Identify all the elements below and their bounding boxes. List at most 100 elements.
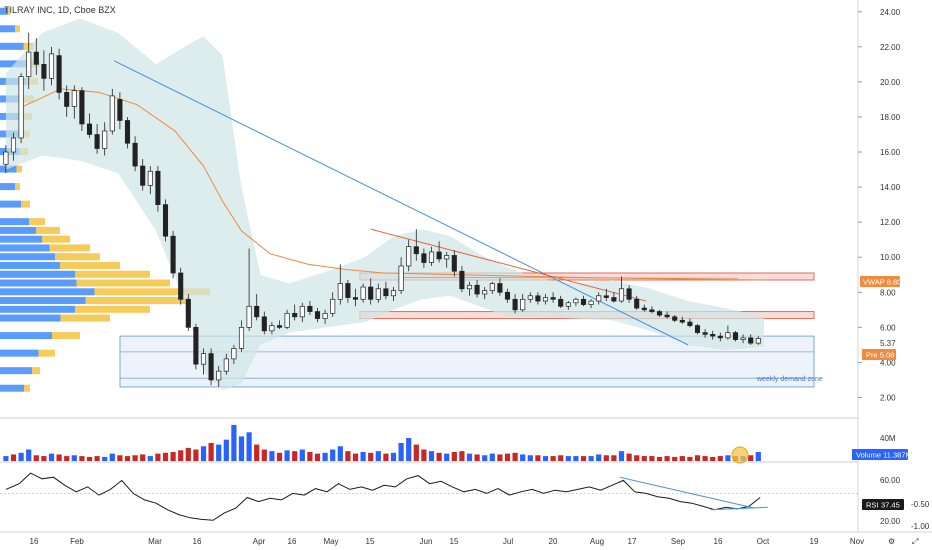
candle-down xyxy=(732,332,739,340)
candle-up xyxy=(109,95,115,132)
profile-bar-yellow xyxy=(36,226,60,234)
volume-tag-text: Volume 11.387M xyxy=(856,451,912,460)
profile-bar-blue xyxy=(0,218,30,226)
candle-up xyxy=(337,283,343,300)
candle-up xyxy=(200,353,207,365)
candle-up xyxy=(527,295,533,300)
volume-bar xyxy=(117,455,123,461)
volume-bar xyxy=(284,450,290,461)
candle-up xyxy=(3,151,9,165)
candle-down xyxy=(254,305,260,318)
volume-bar xyxy=(428,451,435,461)
premarket-tag: Pre 5.08 xyxy=(862,349,896,360)
price-tick-label: 24.00 xyxy=(880,8,901,17)
chart-title: TILRAY INC, 1D, Cboe BZX xyxy=(4,5,116,15)
candle-up xyxy=(223,358,229,372)
candle-down xyxy=(656,311,663,316)
candle-up xyxy=(102,130,108,149)
rsi-divergence-line xyxy=(619,476,755,509)
time-axis-label: Sep xyxy=(671,537,686,546)
candle-up xyxy=(246,305,252,328)
volume-bar xyxy=(466,453,473,461)
profile-bar-blue xyxy=(0,314,61,322)
volume-bar xyxy=(634,455,640,461)
profile-bar-blue xyxy=(0,305,75,313)
candle-down xyxy=(352,297,359,300)
volume-bar xyxy=(368,452,374,461)
volume-bar xyxy=(535,455,541,461)
candle-down xyxy=(687,321,693,326)
volume-bar xyxy=(421,449,427,461)
rsi-secondary-tick: -0.50 xyxy=(911,500,930,509)
bollinger-band-area xyxy=(5,18,764,391)
profile-bar-blue xyxy=(0,235,42,243)
candle-down xyxy=(41,64,47,79)
candle-up xyxy=(444,255,450,260)
volume-bar xyxy=(550,456,556,461)
time-axis-label: 20 xyxy=(549,537,558,546)
volume-bar xyxy=(41,456,47,461)
volume-bar xyxy=(580,456,587,461)
volume-bar xyxy=(436,452,442,461)
candle-down xyxy=(140,165,146,186)
candle-down xyxy=(413,246,419,255)
candle-up xyxy=(542,297,549,302)
volume-bar xyxy=(48,453,55,461)
candle-down xyxy=(314,311,321,319)
time-axis[interactable]: 16 Feb Mar 16 Apr 16 May 15 Jun 15 Jul 20 Aug 17 Sep 16… xyxy=(30,537,919,546)
volume-bar xyxy=(155,453,161,461)
volume-bar xyxy=(246,432,252,461)
time-axis-label: Oct xyxy=(757,537,770,546)
profile-bar-yellow xyxy=(38,349,55,357)
time-axis-label: 16 xyxy=(30,537,39,546)
rsi-tag: RSI 37.45 xyxy=(862,499,904,510)
time-axis-label: Feb xyxy=(70,537,84,546)
candle-up xyxy=(10,137,17,153)
volume-bar xyxy=(702,456,708,461)
volume-bar xyxy=(261,449,267,461)
volume-bar xyxy=(231,424,237,461)
candle-down xyxy=(497,283,503,293)
candle-up xyxy=(360,286,366,300)
volume-bar xyxy=(573,456,579,461)
volume-tag-bg xyxy=(852,449,908,460)
price-tick-label: 16.00 xyxy=(880,148,901,157)
volume-bar xyxy=(314,453,321,461)
candle-down xyxy=(178,272,184,300)
rsi-tag-label: RSI xyxy=(866,501,879,510)
volume-bar xyxy=(33,455,39,461)
profile-bar-yellow xyxy=(55,253,100,261)
volume-bar xyxy=(109,453,115,461)
candles-layer xyxy=(3,32,761,387)
volume-bar xyxy=(725,455,731,461)
volume-bar xyxy=(406,438,412,461)
time-axis-label: 16 xyxy=(714,537,723,546)
candle-up xyxy=(269,325,275,332)
volume-bar xyxy=(3,456,9,461)
volume-bar xyxy=(360,451,366,461)
time-axis-label: Nov xyxy=(850,537,864,546)
volume-bar xyxy=(717,456,723,461)
price-axis[interactable]: 24.00 22.00 20.00 18.00 16.00 14.00 12.00 10.00… xyxy=(858,8,901,403)
volume-bar xyxy=(208,442,214,461)
candle-down xyxy=(64,92,70,107)
time-axis-label: 16 xyxy=(288,537,297,546)
profile-bar-yellow xyxy=(21,200,30,208)
profile-bar-blue xyxy=(0,253,55,261)
candle-down xyxy=(694,325,701,333)
vwap-tag: VWAP 8.80 xyxy=(860,276,901,287)
volume-bar xyxy=(170,451,176,461)
volume-bar xyxy=(276,452,283,461)
autoscale-icon: ⤢ xyxy=(911,537,918,546)
volume-bar xyxy=(596,454,602,461)
candle-down xyxy=(307,305,313,312)
volume-bar xyxy=(694,455,701,461)
time-axis-label: May xyxy=(323,537,338,546)
volume-bar xyxy=(626,453,632,461)
profile-bar-blue xyxy=(0,367,32,375)
volume-bar xyxy=(504,453,511,461)
volume-bar xyxy=(10,454,17,461)
candle-down xyxy=(702,332,708,335)
candle-up xyxy=(216,370,222,381)
